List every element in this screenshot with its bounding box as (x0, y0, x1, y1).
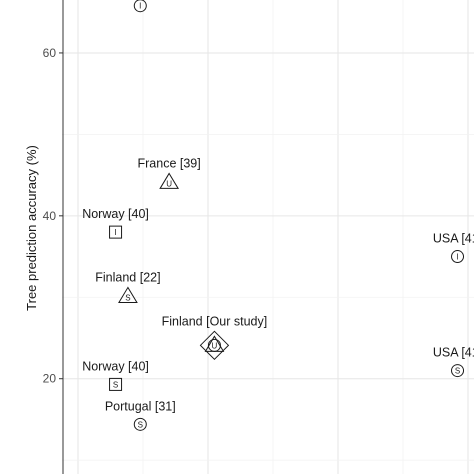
point-label: Portugal [31] (105, 399, 176, 413)
marker-letter: U (166, 179, 172, 188)
marker-letter: S (455, 367, 460, 376)
y-tick-label: 20 (43, 372, 57, 386)
y-axis-title: Tree prediction accuracy (%) (24, 145, 39, 311)
circle-marker (451, 364, 465, 378)
circle-marker (451, 250, 465, 264)
circle-marker (133, 0, 147, 13)
marker-letter: S (138, 420, 143, 429)
marker-letter: S (113, 380, 118, 389)
data-point: I USA [41] (433, 232, 474, 264)
point-label: Norway [40] (82, 207, 149, 221)
data-point: I (133, 0, 147, 13)
data-point: U France [39] (138, 156, 201, 189)
point-label: Finland [22] (95, 270, 160, 284)
point-label: USA [41] (433, 232, 474, 246)
square-marker (109, 377, 123, 391)
triangle-marker (204, 335, 225, 352)
point-label: USA [41] (433, 346, 474, 360)
marker-letter: I (139, 2, 141, 11)
marker-letter: U (212, 341, 218, 350)
y-axis: 20 40 60 (43, 0, 64, 474)
marker-letter: S (125, 293, 130, 302)
gridlines (62, 0, 474, 474)
data-point: S Portugal [31] (105, 399, 176, 431)
point-label: Norway [40] (82, 359, 149, 373)
triangle-marker (159, 172, 180, 189)
data-point: I Norway [40] (82, 207, 149, 239)
data-point: S USA [41] (433, 346, 474, 378)
point-label: France [39] (138, 156, 201, 170)
data-point: S Norway [40] (82, 359, 149, 391)
diamond-marker (199, 330, 230, 361)
y-tick-label: 60 (43, 46, 57, 60)
data-points: I U France [39] I Norway [40] S Finland [22] U F… (82, 0, 474, 431)
marker-letter: I (114, 228, 116, 237)
data-point: S Finland [22] (95, 270, 161, 303)
square-marker (109, 225, 123, 239)
marker-letter: I (456, 253, 458, 262)
panel-background (62, 0, 474, 474)
point-label: Finland [Our study] (162, 314, 268, 328)
data-point: U Finland [Our study] (162, 314, 268, 361)
y-tick-label: 40 (43, 209, 57, 223)
triangle-marker (118, 286, 138, 303)
circle-marker (133, 417, 147, 431)
